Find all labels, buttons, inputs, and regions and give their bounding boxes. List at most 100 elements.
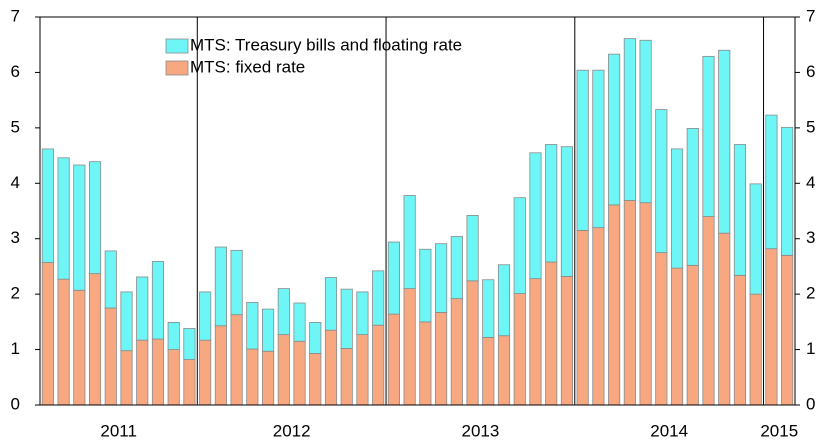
bar-segment xyxy=(199,291,212,341)
y-tick-label: 7 xyxy=(11,6,20,25)
bar-segment xyxy=(435,243,448,313)
bar-segment xyxy=(387,313,400,406)
bar-segment xyxy=(686,264,699,406)
bar-segment xyxy=(623,200,636,406)
bar-segment xyxy=(718,49,731,234)
y2-tick-label: 5 xyxy=(806,117,815,136)
y-tick-label: 3 xyxy=(11,228,20,247)
bar-segment xyxy=(513,293,526,406)
bar-segment xyxy=(781,254,794,406)
bar-segment xyxy=(497,264,511,337)
bar-segment xyxy=(73,164,86,291)
bar-segment xyxy=(403,288,416,406)
bar-segment xyxy=(41,148,54,263)
bar-segment xyxy=(214,325,227,406)
bar-segment xyxy=(230,249,243,316)
y-tick-label: 5 xyxy=(11,117,20,136)
bar-segment xyxy=(733,144,747,276)
bar-segment xyxy=(73,289,86,406)
bar-segment xyxy=(246,348,259,406)
bar-segment xyxy=(262,308,275,352)
bar-segment xyxy=(324,329,338,406)
bar-segment xyxy=(608,204,621,406)
bar-segment xyxy=(356,334,369,406)
y2-tick-label: 3 xyxy=(806,228,815,247)
bar-segment xyxy=(576,229,589,406)
legend-swatch xyxy=(165,60,189,76)
plot-frame xyxy=(39,16,796,406)
bar-segment xyxy=(466,215,479,282)
bar-segment xyxy=(277,334,290,406)
bar-segment xyxy=(670,267,684,406)
bar-segment xyxy=(151,261,165,340)
y2-tick-label: 1 xyxy=(806,339,815,358)
bar-segment xyxy=(293,340,306,406)
bar-segment xyxy=(419,248,432,323)
x-tick-label: 2013 xyxy=(462,421,500,440)
y-tick-label: 4 xyxy=(11,173,20,192)
bar-segment xyxy=(136,339,149,406)
bar-segment xyxy=(592,69,605,229)
bar-segment xyxy=(545,144,558,263)
bar-segment xyxy=(686,128,699,266)
bar-segment xyxy=(639,39,652,204)
y2-tick-label: 0 xyxy=(806,394,815,413)
bar-segment xyxy=(576,69,589,231)
bar-segment xyxy=(419,321,432,406)
bar-segment xyxy=(57,157,70,280)
bar-segment xyxy=(246,302,259,350)
bar-segment xyxy=(387,241,400,315)
x-tick-label: 2012 xyxy=(273,421,311,440)
bar-segment xyxy=(608,53,621,206)
bar-segment xyxy=(482,279,495,338)
bar-segment xyxy=(765,248,778,406)
bar-segment xyxy=(733,274,747,406)
x-tick-label: 2014 xyxy=(650,421,688,440)
bar-segment xyxy=(88,161,102,275)
bar-segment xyxy=(403,195,416,289)
bar-segment xyxy=(277,288,290,336)
bar-segment xyxy=(702,55,715,217)
bar-segment xyxy=(513,197,526,294)
y2-tick-label: 2 xyxy=(806,284,815,303)
bar-segment xyxy=(639,202,652,406)
legend-label: MTS: fixed rate xyxy=(190,57,305,76)
bar-segment xyxy=(482,336,495,406)
bar-segment xyxy=(88,273,102,406)
bar-segment xyxy=(718,232,731,406)
bar-segment xyxy=(120,291,133,352)
bar-segment xyxy=(781,126,794,256)
bar-segment xyxy=(57,278,70,406)
bar-segment xyxy=(655,252,668,406)
bar-segment xyxy=(497,335,511,406)
bar-segment xyxy=(340,348,353,406)
bar-segment xyxy=(167,349,180,406)
y-tick-label: 1 xyxy=(11,339,20,358)
bar-segment xyxy=(183,359,196,406)
bar-segment xyxy=(199,339,212,406)
bar-segment xyxy=(466,280,479,406)
bar-segment xyxy=(151,338,165,406)
y-tick-label: 0 xyxy=(11,394,20,413)
bar-segment xyxy=(230,314,243,406)
bar-segment xyxy=(167,322,180,350)
bar-segment xyxy=(702,216,715,406)
bar-segment xyxy=(309,322,322,354)
bar-segment xyxy=(262,350,275,406)
bar-segment xyxy=(749,183,762,295)
legend-label: MTS: Treasury bills and floating rate xyxy=(190,35,462,54)
y2-tick-label: 4 xyxy=(806,173,815,192)
bar-segment xyxy=(324,277,338,331)
bar-segment xyxy=(623,38,636,201)
bar-segment xyxy=(104,250,117,309)
bar-segment xyxy=(450,298,463,406)
y2-tick-label: 7 xyxy=(806,6,815,25)
bar-segment xyxy=(545,261,558,406)
bar-segment xyxy=(560,146,573,277)
bar-segment xyxy=(450,236,463,299)
bar-segment xyxy=(214,246,227,327)
bar-segment xyxy=(765,114,778,250)
bar-segment xyxy=(340,288,353,349)
bar-segment xyxy=(41,262,54,406)
